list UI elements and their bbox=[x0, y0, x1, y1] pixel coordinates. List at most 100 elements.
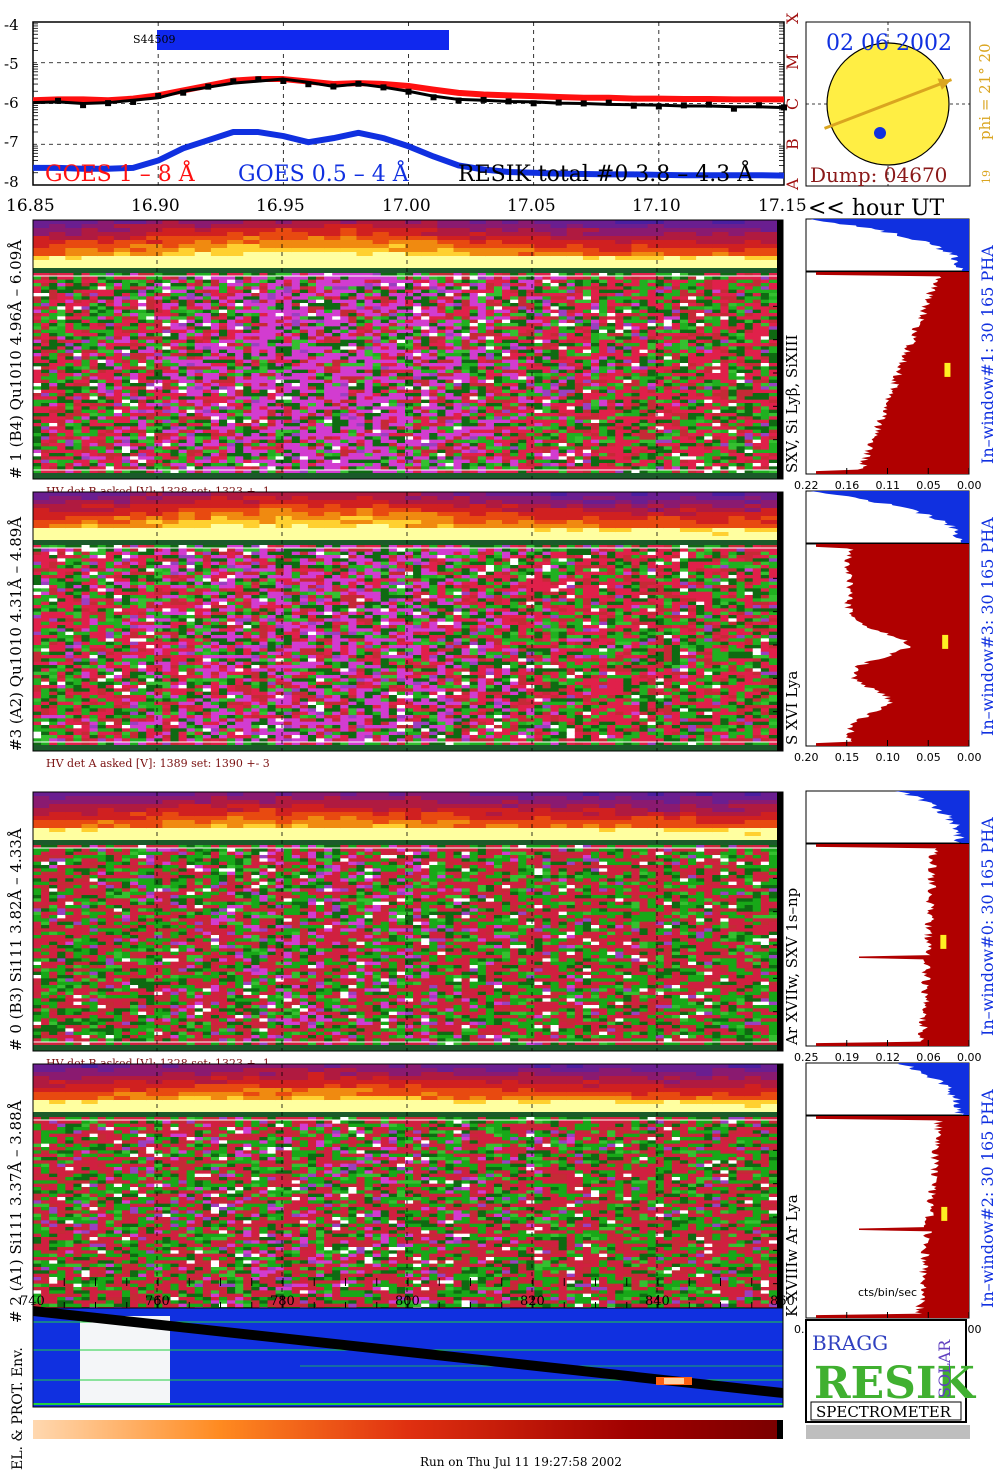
resik-data-point bbox=[730, 105, 737, 112]
flare-position-marker bbox=[874, 127, 886, 139]
ytick-label: -5 bbox=[4, 55, 19, 73]
env-ylabel: EL. & PROT. Env. bbox=[10, 1347, 26, 1470]
xtick-label: 17.00 bbox=[382, 196, 431, 216]
resik-data-point bbox=[330, 83, 337, 90]
particle-environment-chart: EL. & PROT. Env. 740 760 780 800 820 840… bbox=[10, 1278, 795, 1470]
logo-solar: SOLAR bbox=[935, 1339, 954, 1398]
spectral-lines-label: K XVIIIw Ar Lya bbox=[783, 1194, 801, 1317]
footer-run-info: Run on Thu Jul 11 19:27:58 2002 bbox=[420, 1455, 622, 1469]
pha-tick-label: 0.00 bbox=[957, 1051, 982, 1064]
resik-data-point bbox=[180, 89, 187, 96]
resik-data-point bbox=[530, 100, 537, 107]
env-xtick-label: 820 bbox=[520, 1294, 545, 1309]
spectrum-strip bbox=[33, 792, 778, 841]
spectral-lines-label: SXV, Si Lyβ, SiXIII bbox=[783, 334, 801, 473]
pha-marker bbox=[942, 634, 949, 649]
ytick-label: -6 bbox=[4, 94, 19, 112]
detector-panel-det3: HV det A asked [V]: 1389 set: 1390 +- 3 #… bbox=[7, 490, 997, 770]
env-xtick-label: 740 bbox=[20, 1294, 45, 1309]
resik-data-point bbox=[280, 77, 287, 84]
pha-small-histogram bbox=[810, 219, 969, 271]
xaxis-suffix: << hour UT bbox=[808, 196, 944, 221]
sun-axis-arrowhead bbox=[937, 78, 952, 90]
spectrogram-heatmap bbox=[33, 1117, 778, 1318]
window-label: In–window#3: 30 165 PHA bbox=[978, 517, 997, 736]
resik-data-point bbox=[155, 92, 162, 99]
pha-large-histogram bbox=[816, 544, 969, 746]
env-gap-region bbox=[80, 1316, 170, 1405]
env-xtick-label: 840 bbox=[645, 1294, 670, 1309]
pha-tick-label: 0.11 bbox=[876, 479, 901, 492]
resik-data-point bbox=[55, 97, 62, 104]
spectrum-strip bbox=[33, 220, 778, 269]
ytick-label: -8 bbox=[4, 173, 19, 191]
resik-data-point bbox=[755, 102, 762, 109]
spectral-lines-label: S XVI Lya bbox=[783, 671, 801, 745]
xtick-label: 17.05 bbox=[507, 196, 556, 216]
pha-tick-label: 0.25 bbox=[794, 1051, 819, 1064]
pha-tick-label: 0.00 bbox=[957, 479, 982, 492]
phi-label: phi = 21° 20 bbox=[976, 43, 994, 140]
resik-data-point bbox=[455, 97, 462, 104]
detector-label: #3 (A2) Qu1010 4.31Å – 4.89Å bbox=[7, 517, 25, 751]
pha-small-histogram bbox=[898, 1063, 969, 1115]
pha-tick-label: 0.22 bbox=[794, 479, 819, 492]
resik-data-point bbox=[105, 100, 112, 107]
resik-data-point bbox=[380, 84, 387, 91]
pha-tick-label: 0.20 bbox=[794, 751, 819, 764]
detector-label: # 1 (B4) Qu1010 4.96Å – 6.09Å bbox=[7, 240, 25, 479]
pha-small-histogram bbox=[810, 491, 969, 543]
xtick-label: 16.95 bbox=[256, 196, 305, 216]
resik-data-point bbox=[305, 81, 312, 88]
resik-data-point bbox=[505, 98, 512, 105]
p19-label: 19 bbox=[980, 170, 993, 184]
resik-data-point bbox=[130, 98, 137, 105]
pha-marker bbox=[944, 362, 951, 377]
pha-small-histogram bbox=[894, 791, 969, 843]
pha-tick-label: 0.15 bbox=[835, 751, 860, 764]
logo-credits bbox=[806, 1425, 970, 1439]
ytick-label: -4 bbox=[4, 16, 19, 34]
env-xtick-label: 800 bbox=[395, 1294, 420, 1309]
detector-label: # 2 (A1) Si111 3.37Å – 3.88Å bbox=[7, 1100, 25, 1323]
logo-resik: RESIK bbox=[814, 1358, 976, 1409]
window-label: In–window#0: 30 165 PHA bbox=[978, 817, 997, 1036]
resik-data-point bbox=[480, 96, 487, 103]
spectral-lines-label: Ar XVIIw, SXV 1s–np bbox=[783, 888, 801, 1046]
pha-tick-label: 0.05 bbox=[916, 751, 941, 764]
xtick-label: 17.10 bbox=[632, 196, 681, 216]
pha-large-histogram bbox=[816, 1116, 969, 1318]
window-label: In–window#1: 30 165 PHA bbox=[978, 245, 997, 464]
resik-data-point bbox=[355, 80, 362, 87]
pha-large-histogram bbox=[816, 272, 969, 474]
dump-label: Dump: 04670 bbox=[810, 163, 947, 187]
flare-class-m: M bbox=[783, 54, 802, 70]
event-bar bbox=[157, 30, 449, 50]
spectrogram-heatmap bbox=[33, 545, 778, 746]
env-xtick-label: 760 bbox=[145, 1294, 170, 1309]
goes-chart: S44509 -4 -5 -6 -7 -8 16.85 16.90 16.95 … bbox=[4, 12, 944, 221]
pha-tick-label: 0.00 bbox=[957, 751, 982, 764]
spectrum-strip bbox=[33, 492, 778, 541]
pha-tick-label: 0.16 bbox=[835, 479, 860, 492]
pha-units-label: cts/bin/sec bbox=[858, 1286, 917, 1299]
legend-goes-long: GOES 1 – 8 Å bbox=[45, 159, 196, 187]
color-scale bbox=[33, 1420, 783, 1439]
series-goes-short bbox=[33, 129, 785, 179]
hv-status: HV det A asked [V]: 1389 set: 1390 +- 3 bbox=[46, 757, 270, 770]
resik-data-point bbox=[705, 101, 712, 108]
resik-data-point bbox=[630, 102, 637, 109]
env-x-ticks bbox=[32, 1278, 784, 1308]
xtick-label: 16.90 bbox=[131, 196, 180, 216]
sun-date: 02 06 2002 bbox=[826, 31, 952, 56]
pha-tick-label: 0.06 bbox=[916, 1051, 941, 1064]
pha-marker bbox=[941, 1206, 948, 1221]
env-xtick-label: 860 bbox=[770, 1294, 795, 1309]
spectrogram-heatmap bbox=[33, 845, 778, 1046]
resik-data-point bbox=[205, 83, 212, 90]
sun-panel: 02 06 2002 Dump: 04670 phi = 21° 20 19 bbox=[805, 21, 994, 187]
goes-series bbox=[32, 76, 787, 179]
spectrogram-heatmap bbox=[33, 273, 778, 474]
pha-tick-label: 0.19 bbox=[835, 1051, 860, 1064]
